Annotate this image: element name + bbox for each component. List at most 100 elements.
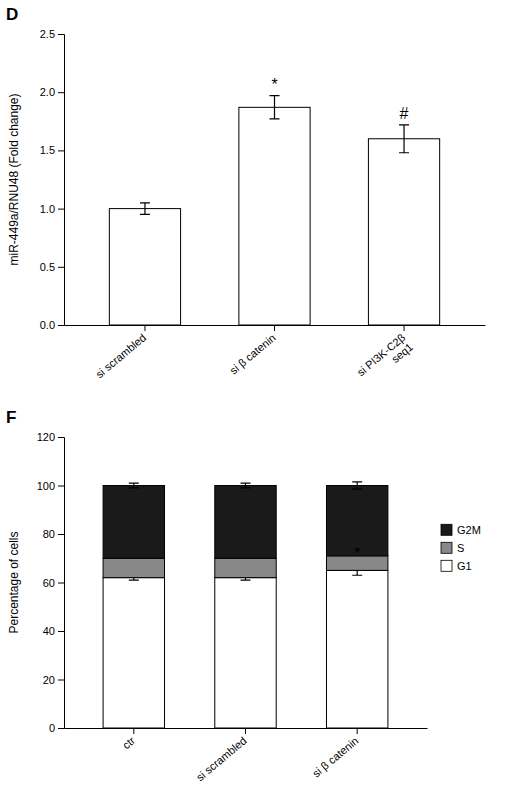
y-tick-label: 60 — [43, 577, 55, 589]
x-tick-label: ctr — [120, 734, 137, 751]
x-axis: si scrambled si β catenin si PI3K-C2βseq1 — [65, 325, 486, 388]
y-tick: 1.5 — [40, 144, 64, 156]
title: D — [6, 5, 18, 24]
y-tick-label: 1.0 — [40, 203, 55, 215]
y-tick: 2.5 — [40, 28, 64, 40]
bar — [109, 209, 180, 325]
y-axis-line — [58, 35, 65, 326]
y-tick-label: 80 — [43, 528, 55, 540]
y-tick-label: 0.0 — [40, 319, 55, 331]
y-tick-label: 120 — [37, 431, 55, 443]
y-axis-title: Percentage of cells — [7, 531, 21, 633]
chart: 0 20 40 60 80 100 120 ctr si scrambled si β caten… — [6, 408, 481, 783]
x-tick-mark — [404, 325, 405, 331]
x-tick-label-line: si β catenin — [310, 734, 361, 779]
x-tick-mark — [133, 728, 134, 734]
x-tick: si β catenin — [227, 325, 278, 376]
bar — [326, 570, 387, 728]
y-tick: 80 — [43, 528, 64, 540]
x-tick: si PI3K-C2βseq1 — [354, 325, 415, 388]
y-tick-label: 2.5 — [40, 28, 55, 40]
y-axis-line — [58, 438, 65, 729]
error-bar — [140, 203, 150, 215]
bar — [215, 558, 276, 577]
x-tick-label-line: si β catenin — [227, 331, 278, 376]
legend-label: S — [457, 542, 464, 554]
x-tick-mark — [357, 728, 358, 734]
y-tick: 100 — [37, 480, 64, 492]
y-tick-mark — [58, 267, 64, 268]
y-tick-mark — [58, 728, 64, 729]
x-tick: ctr — [120, 728, 137, 751]
x-axis: ctr si scrambled si β catenin — [65, 728, 428, 783]
title: F — [6, 408, 16, 427]
legend-item: G2M — [441, 524, 481, 536]
y-tick-mark — [58, 534, 64, 535]
plot-area — [109, 96, 439, 325]
legend-item: S — [441, 542, 464, 554]
bar — [215, 486, 276, 559]
y-tick-label: 2.0 — [40, 86, 55, 98]
x-tick-mark — [274, 325, 275, 331]
x-tick: si scrambled — [93, 325, 148, 380]
bar — [368, 139, 439, 325]
legend-swatch — [441, 542, 452, 553]
legend-swatch — [441, 560, 452, 571]
y-tick-label: 0 — [49, 722, 55, 734]
x-tick-label-line: seq1 — [389, 341, 415, 366]
legend-label: G2M — [457, 524, 481, 536]
y-axis-title: miR-449a/RNU48 (Fold change) — [7, 93, 21, 265]
y-tick-mark — [58, 34, 64, 35]
annotation: # — [400, 105, 409, 122]
bar-series — [103, 482, 388, 558]
y-tick: 0.0 — [40, 319, 64, 331]
y-axis: 0 20 40 60 80 100 120 — [37, 431, 65, 734]
annotation: * — [271, 76, 277, 93]
bar — [103, 558, 164, 577]
chart: 0.0 0.5 1.0 1.5 2.0 2.5 si scrambled si β caten… — [6, 5, 486, 388]
y-tick: 1.0 — [40, 203, 64, 215]
x-tick-label-line: si scrambled — [194, 734, 249, 783]
x-tick: si β catenin — [310, 728, 361, 779]
legend-item: G1 — [441, 560, 472, 572]
y-tick: 2.0 — [40, 86, 64, 98]
y-tick: 40 — [43, 625, 64, 637]
y-tick: 20 — [43, 674, 64, 686]
x-tick-label-line: ctr — [120, 734, 137, 751]
y-tick: 0.5 — [40, 261, 64, 273]
legend-swatch — [441, 524, 452, 535]
y-tick-label: 1.5 — [40, 144, 55, 156]
plot-area — [103, 482, 388, 728]
bar-series — [103, 566, 388, 728]
y-tick: 60 — [43, 577, 64, 589]
x-tick-label: si PI3K-C2βseq1 — [354, 331, 415, 387]
y-tick-mark — [58, 209, 64, 210]
x-tick-label: si scrambled — [194, 734, 249, 783]
y-tick-mark — [58, 680, 64, 681]
error-bar — [129, 483, 139, 488]
y-axis: 0.0 0.5 1.0 1.5 2.0 2.5 — [40, 28, 65, 331]
x-tick-mark — [144, 325, 145, 331]
legend-label: G1 — [457, 560, 472, 572]
bar — [239, 107, 310, 325]
bar — [215, 578, 276, 728]
bar — [103, 578, 164, 728]
x-tick-label-line: si scrambled — [93, 331, 148, 380]
bar — [103, 486, 164, 559]
x-tick-mark — [245, 728, 246, 734]
y-tick-mark — [58, 437, 64, 438]
y-tick-mark — [58, 150, 64, 151]
y-tick-mark — [58, 92, 64, 93]
y-tick-mark — [58, 486, 64, 487]
error-bar — [270, 96, 280, 119]
figure: 0.0 0.5 1.0 1.5 2.0 2.5 si scrambled si β caten… — [0, 0, 507, 806]
y-tick-mark — [58, 631, 64, 632]
legend: G2M S G1 — [441, 524, 481, 572]
y-tick: 120 — [37, 431, 64, 443]
x-tick-label: si scrambled — [93, 331, 148, 380]
x-tick-label: si β catenin — [227, 331, 278, 376]
bar-series — [103, 556, 388, 578]
x-tick-label: si β catenin — [310, 734, 361, 779]
y-tick-label: 40 — [43, 625, 55, 637]
annotation: * — [354, 545, 360, 562]
